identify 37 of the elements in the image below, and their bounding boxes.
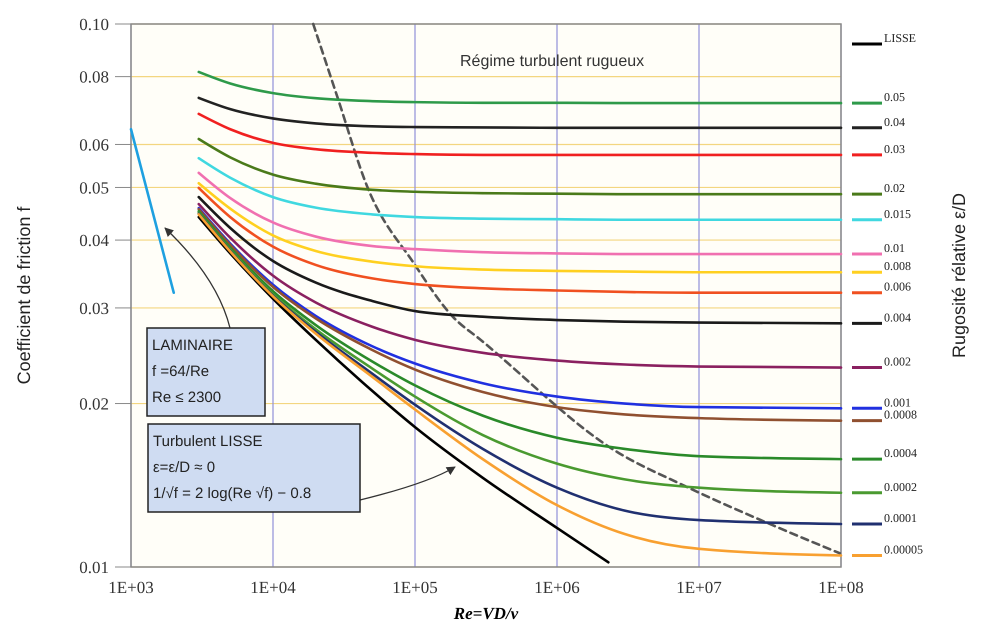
x-axis-title: Re=VD/ν — [452, 604, 519, 623]
legend-label: 0.0004 — [884, 446, 917, 460]
x-tick-label: 1E+03 — [108, 578, 154, 597]
legend-title: Rugosité rélative ε/D — [949, 192, 969, 358]
legend-label: 0.006 — [884, 280, 911, 294]
legend-label: 0.05 — [884, 90, 905, 104]
legend-label: 0.03 — [884, 142, 905, 156]
legend-label: 0.004 — [884, 310, 911, 324]
legend-label: 0.015 — [884, 206, 911, 221]
x-tick-label: 1E+04 — [250, 578, 296, 597]
y-tick-label: 0.04 — [79, 231, 110, 250]
legend-label: 0.0001 — [884, 511, 917, 526]
y-tick-label: 0.01 — [79, 558, 109, 577]
x-tick-label: 1E+06 — [534, 578, 580, 597]
legend-label: 0.001 — [884, 395, 911, 410]
y-tick-label: 0.02 — [79, 394, 109, 414]
annotation: Turbulent LISSE ε=ε/D ≈ 0 1/√f = 2 log(Re √f) − 0.8 — [153, 433, 312, 502]
legend-label: 0.0002 — [884, 480, 917, 494]
annotation: LAMINAIRE f =64/Re Re ≤ 2300 — [152, 337, 233, 406]
legend-label: 0.002 — [884, 354, 911, 369]
y-tick-label: 0.03 — [79, 298, 109, 318]
y-axis-title: Coefficient de friction f — [14, 206, 34, 384]
legend-label: 0.01 — [884, 241, 905, 256]
x-tick-label: 1E+08 — [818, 578, 864, 597]
legend-label: 0.008 — [884, 259, 911, 274]
annotation: Régime turbulent rugueux — [460, 53, 644, 70]
x-tick-label: 1E+07 — [676, 578, 722, 597]
legend-label: 0.00005 — [884, 542, 923, 556]
y-tick-label: 0.08 — [79, 68, 109, 87]
legend-label: LISSE — [884, 31, 916, 45]
legend-label: 0.02 — [884, 181, 905, 196]
legend-label: 0.0008 — [884, 408, 917, 422]
x-tick-label: 1E+05 — [392, 578, 438, 597]
y-tick-label: 0.10 — [79, 14, 109, 34]
y-tick-label: 0.05 — [79, 178, 109, 198]
y-tick-label: 0.06 — [79, 135, 109, 154]
legend-label: 0.04 — [884, 114, 905, 129]
